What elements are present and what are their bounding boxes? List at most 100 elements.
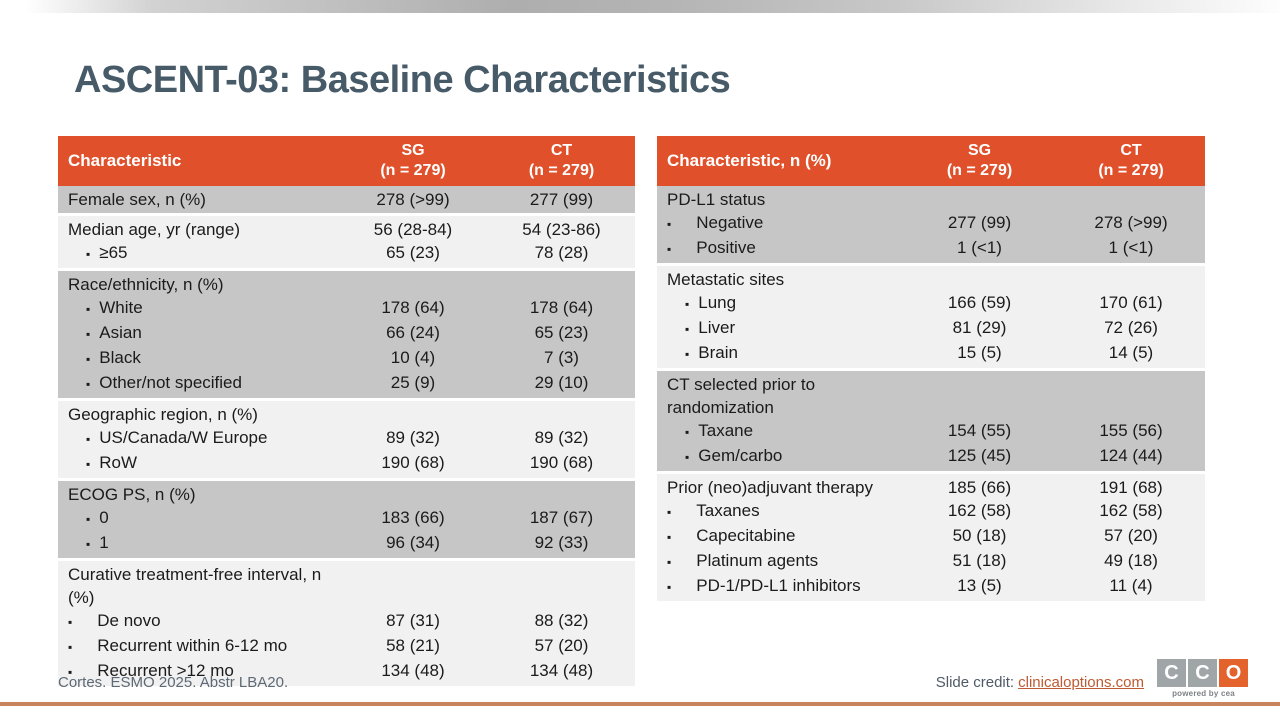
bullet-icon: ▪	[68, 615, 73, 629]
table-row: ▪ Gem/carbo 125 (45) 124 (44)	[657, 444, 1205, 469]
table-row: ▪ ≥65 65 (23) 78 (28)	[58, 241, 635, 266]
table-row: ▪ PD-1/PD-L1 inhibitors 13 (5) 11 (4)	[657, 574, 1205, 599]
row-label: ▪ Platinum agents	[657, 549, 902, 574]
table-row: ▪ 1 96 (34) 92 (33)	[58, 531, 635, 556]
row-label: ▪ Black	[58, 346, 338, 371]
ct-value: 89 (32)	[534, 428, 589, 447]
ct-value: 57 (20)	[534, 636, 589, 655]
row-label: Race/ethnicity, n (%)	[68, 275, 224, 294]
table-group: Metastatic sites ▪ Lung 166 (59) 170 (61) ▪ Li…	[657, 263, 1205, 368]
slide-credit-link[interactable]: clinicaloptions.com	[1018, 674, 1144, 691]
table-row: Median age, yr (range) 56 (28-84) 54 (23-8…	[58, 218, 635, 241]
row-label: ▪ Positive	[657, 236, 902, 261]
table-body: PD-L1 status ▪ Negative 277 (99) 278 (>99) ▪ P…	[657, 186, 1205, 601]
column-header-characteristic: Characteristic, n (%)	[667, 151, 832, 170]
sg-value: 185 (66)	[947, 478, 1012, 497]
row-label: PD-L1 status	[667, 190, 766, 209]
table-row: ▪ Black 10 (4) 7 (3)	[58, 346, 635, 371]
table-row: ▪ RoW 190 (68) 190 (68)	[58, 451, 635, 476]
table-row: ▪ Platinum agents 51 (18) 49 (18)	[657, 549, 1205, 574]
table-group: PD-L1 status ▪ Negative 277 (99) 278 (>99) ▪ P…	[657, 186, 1205, 263]
bullet-icon: ▪	[86, 432, 91, 446]
bullet-icon: ▪	[667, 242, 672, 256]
row-label: ▪ PD-1/PD-L1 inhibitors	[657, 574, 902, 599]
table-row: ▪ Capecitabine 50 (18) 57 (20)	[657, 524, 1205, 549]
row-label: ▪ Other/not specified	[58, 371, 338, 396]
column-header-ct: CT (n = 279)	[1098, 142, 1164, 179]
table-group: Curative treatment-free interval, n (%) ▪…	[58, 558, 635, 686]
row-label: ▪ Negative	[657, 211, 902, 236]
ct-value: 134 (48)	[529, 661, 594, 680]
ct-value	[488, 563, 635, 609]
slide-credit: Slide credit: clinicaloptions.com	[936, 674, 1144, 691]
top-gradient-bar	[0, 0, 1280, 13]
sg-value	[902, 188, 1057, 211]
sg-value: 87 (31)	[386, 611, 440, 630]
row-label: Female sex, n (%)	[68, 190, 206, 209]
ct-value: 187 (67)	[529, 508, 594, 527]
ct-value: 14 (5)	[1108, 343, 1154, 362]
row-label: ▪ 0	[58, 506, 338, 531]
row-label: ▪ White	[58, 296, 338, 321]
table-group: Median age, yr (range) 56 (28-84) 54 (23-8…	[58, 213, 635, 268]
bottom-accent-line	[0, 702, 1280, 706]
row-label: Median age, yr (range)	[68, 220, 240, 239]
slide-credit-label: Slide credit:	[935, 674, 1015, 691]
sg-value: 134 (48)	[381, 661, 445, 680]
row-label: ▪ Capecitabine	[657, 524, 902, 549]
bullet-icon: ▪	[86, 247, 91, 261]
sg-value: 81 (29)	[952, 318, 1007, 337]
table-group: Geographic region, n (%) ▪ US/Canada/W Eur…	[58, 398, 635, 478]
ct-value: 278 (>99)	[1094, 213, 1168, 232]
bullet-icon: ▪	[86, 302, 91, 316]
table-row: ▪ Positive 1 (<1) 1 (<1)	[657, 236, 1205, 261]
row-label: Geographic region, n (%)	[68, 405, 258, 424]
sg-value: 56 (28-84)	[373, 220, 453, 239]
ct-value	[488, 273, 635, 296]
row-label: ▪ 1	[58, 531, 338, 556]
bullet-icon: ▪	[685, 347, 690, 361]
table-row: Prior (neo)adjuvant therapy 185 (66) 191 (…	[657, 476, 1205, 499]
table-row: PD-L1 status	[657, 188, 1205, 211]
table-row: ▪ 0 183 (66) 187 (67)	[58, 506, 635, 531]
logo-letter-o-icon: O	[1219, 659, 1248, 687]
sg-value: 278 (>99)	[376, 190, 450, 209]
table-row: Geographic region, n (%)	[58, 403, 635, 426]
bullet-icon: ▪	[667, 580, 672, 594]
logo-tagline: powered by cea	[1172, 689, 1235, 698]
bullet-icon: ▪	[86, 352, 91, 366]
bullet-icon: ▪	[667, 505, 672, 519]
row-label: ▪ Taxane	[657, 419, 902, 444]
ct-value: 178 (64)	[529, 298, 594, 317]
sg-value	[338, 273, 488, 296]
bullet-icon: ▪	[685, 322, 690, 336]
bullet-icon: ▪	[86, 327, 91, 341]
table-row: Metastatic sites	[657, 268, 1205, 291]
row-label: ▪ Gem/carbo	[657, 444, 902, 469]
sg-value: 154 (55)	[947, 421, 1012, 440]
table-body: Female sex, n (%) 278 (>99) 277 (99) Median…	[58, 186, 635, 686]
row-label: ▪ ≥65	[58, 241, 338, 266]
ct-value: 124 (44)	[1099, 446, 1163, 465]
sg-value: 166 (59)	[947, 293, 1012, 312]
table-row: ▪ Taxanes 162 (58) 162 (58)	[657, 499, 1205, 524]
ct-value: 88 (32)	[534, 611, 589, 630]
table-row: Race/ethnicity, n (%)	[58, 273, 635, 296]
bullet-icon: ▪	[685, 450, 690, 464]
row-label: ▪ Recurrent within 6-12 mo	[58, 634, 338, 659]
ct-value: 277 (99)	[529, 190, 594, 209]
sg-value: 25 (9)	[390, 373, 436, 392]
row-label: ▪ RoW	[58, 451, 338, 476]
table-row: ▪ Lung 166 (59) 170 (61)	[657, 291, 1205, 316]
row-label: ▪ Liver	[657, 316, 902, 341]
row-label: ▪ De novo	[58, 609, 338, 634]
sg-value: 51 (18)	[952, 551, 1007, 570]
bullet-icon: ▪	[86, 537, 91, 551]
baseline-table-right: Characteristic, n (%) SG (n = 279) CT (n = 2…	[657, 136, 1205, 601]
cco-logo-squares: C C O	[1157, 659, 1250, 687]
slide-title: ASCENT-03: Baseline Characteristics	[74, 59, 731, 101]
logo-letter-c-icon: C	[1157, 659, 1186, 687]
bullet-icon: ▪	[86, 377, 91, 391]
row-label: Curative treatment-free interval, n (%)	[68, 565, 322, 607]
column-header-characteristic: Characteristic	[68, 151, 182, 170]
